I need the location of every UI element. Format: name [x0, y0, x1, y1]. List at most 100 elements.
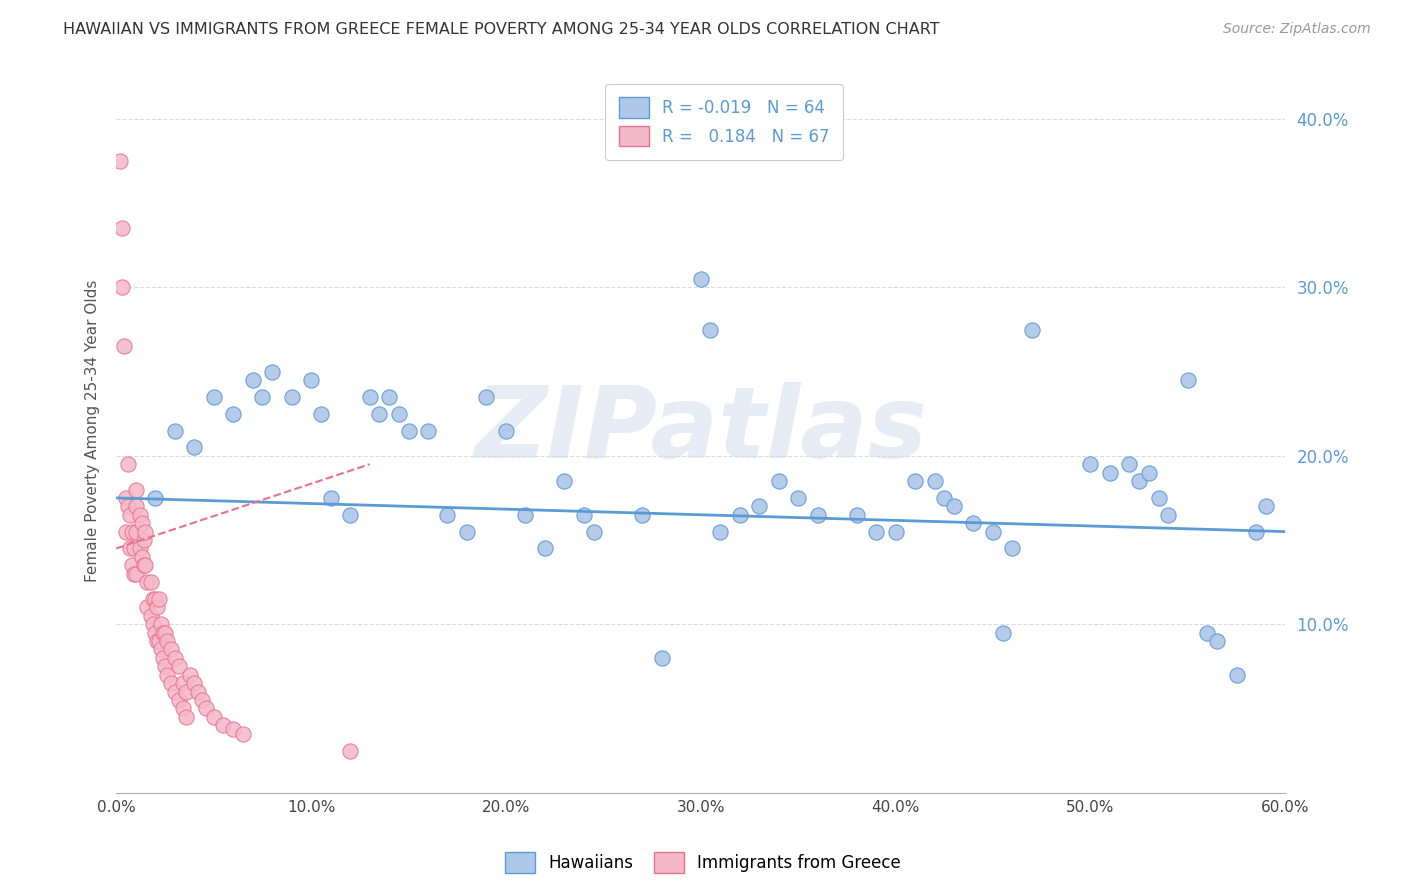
- Point: [136, 600, 159, 615]
- Point: [904, 474, 927, 488]
- Point: [194, 701, 217, 715]
- Point: [252, 390, 274, 404]
- Text: ZIPatlas: ZIPatlas: [474, 382, 928, 479]
- Point: [1098, 466, 1121, 480]
- Point: [398, 424, 420, 438]
- Point: [176, 684, 198, 698]
- Point: [131, 549, 153, 564]
- Point: [845, 508, 868, 522]
- Point: [962, 516, 984, 531]
- Point: [183, 441, 205, 455]
- Point: [1147, 491, 1170, 505]
- Point: [142, 591, 165, 606]
- Point: [125, 524, 148, 539]
- Point: [121, 558, 143, 573]
- Point: [299, 373, 322, 387]
- Y-axis label: Female Poverty Among 25-34 Year Olds: Female Poverty Among 25-34 Year Olds: [86, 279, 100, 582]
- Point: [112, 339, 135, 353]
- Point: [991, 625, 1014, 640]
- Point: [339, 508, 361, 522]
- Point: [152, 651, 174, 665]
- Point: [163, 424, 186, 438]
- Point: [117, 457, 139, 471]
- Point: [167, 659, 190, 673]
- Point: [1021, 322, 1043, 336]
- Point: [153, 659, 176, 673]
- Point: [146, 634, 169, 648]
- Point: [495, 424, 517, 438]
- Point: [156, 634, 179, 648]
- Point: [134, 558, 156, 573]
- Point: [1254, 500, 1277, 514]
- Point: [148, 591, 170, 606]
- Point: [148, 634, 170, 648]
- Legend: Hawaiians, Immigrants from Greece: Hawaiians, Immigrants from Greece: [499, 846, 907, 880]
- Point: [150, 617, 173, 632]
- Point: [159, 642, 181, 657]
- Point: [689, 272, 711, 286]
- Point: [153, 625, 176, 640]
- Point: [309, 407, 332, 421]
- Point: [262, 365, 284, 379]
- Point: [143, 591, 166, 606]
- Point: [134, 524, 156, 539]
- Point: [128, 541, 150, 556]
- Point: [125, 566, 148, 581]
- Point: [1128, 474, 1150, 488]
- Point: [117, 500, 139, 514]
- Point: [436, 508, 458, 522]
- Point: [242, 373, 264, 387]
- Point: [943, 500, 966, 514]
- Point: [1137, 466, 1160, 480]
- Point: [172, 676, 194, 690]
- Point: [884, 524, 907, 539]
- Text: Source: ZipAtlas.com: Source: ZipAtlas.com: [1223, 22, 1371, 37]
- Point: [128, 508, 150, 522]
- Point: [131, 516, 153, 531]
- Point: [125, 500, 148, 514]
- Point: [1177, 373, 1199, 387]
- Point: [456, 524, 478, 539]
- Point: [150, 642, 173, 657]
- Point: [416, 424, 439, 438]
- Point: [280, 390, 302, 404]
- Point: [142, 617, 165, 632]
- Point: [132, 533, 155, 547]
- Point: [122, 566, 145, 581]
- Point: [156, 667, 179, 681]
- Point: [1225, 667, 1247, 681]
- Point: [572, 508, 595, 522]
- Point: [319, 491, 342, 505]
- Point: [1244, 524, 1267, 539]
- Point: [179, 667, 201, 681]
- Point: [222, 722, 245, 736]
- Point: [1206, 634, 1229, 648]
- Point: [368, 407, 391, 421]
- Point: [232, 727, 254, 741]
- Point: [115, 491, 138, 505]
- Point: [146, 600, 169, 615]
- Point: [122, 541, 145, 556]
- Point: [159, 676, 181, 690]
- Point: [143, 491, 166, 505]
- Point: [1001, 541, 1024, 556]
- Point: [222, 407, 245, 421]
- Point: [582, 524, 605, 539]
- Point: [981, 524, 1004, 539]
- Point: [167, 693, 190, 707]
- Point: [118, 508, 141, 522]
- Point: [111, 280, 134, 294]
- Point: [132, 558, 155, 573]
- Point: [709, 524, 731, 539]
- Point: [202, 710, 225, 724]
- Point: [515, 508, 537, 522]
- Point: [187, 684, 209, 698]
- Point: [475, 390, 498, 404]
- Legend: R = -0.019   N = 64, R =   0.184   N = 67: R = -0.019 N = 64, R = 0.184 N = 67: [606, 84, 842, 160]
- Point: [924, 474, 946, 488]
- Point: [108, 154, 131, 169]
- Point: [768, 474, 790, 488]
- Point: [183, 676, 205, 690]
- Text: HAWAIIAN VS IMMIGRANTS FROM GREECE FEMALE POVERTY AMONG 25-34 YEAR OLDS CORRELAT: HAWAIIAN VS IMMIGRANTS FROM GREECE FEMAL…: [63, 22, 939, 37]
- Point: [651, 651, 673, 665]
